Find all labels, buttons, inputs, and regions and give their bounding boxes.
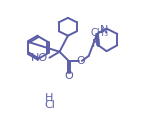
Text: HO: HO: [31, 53, 48, 63]
Text: Cl: Cl: [45, 100, 56, 110]
Text: N: N: [100, 25, 109, 35]
Text: O: O: [76, 56, 85, 66]
Text: N: N: [92, 39, 100, 49]
Text: O: O: [65, 71, 73, 81]
Text: H: H: [45, 93, 54, 103]
Text: CH₃: CH₃: [90, 28, 108, 38]
